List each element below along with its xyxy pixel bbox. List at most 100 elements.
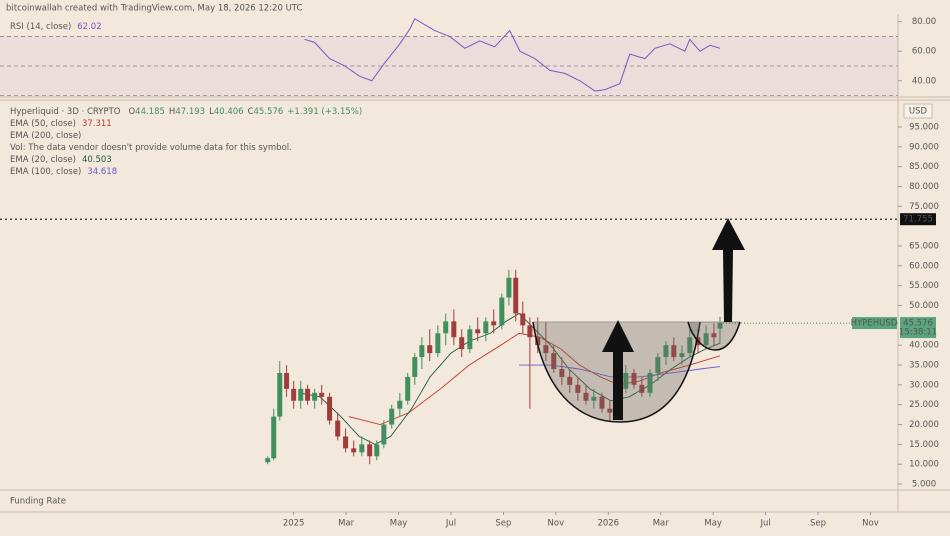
- candle-body: [291, 388, 297, 401]
- y-tick-label: 40.000: [909, 341, 939, 351]
- candle-body: [551, 353, 557, 369]
- candle-body: [711, 333, 717, 338]
- ohlc-value: 47.193: [175, 107, 205, 117]
- candle-body: [351, 448, 357, 453]
- indicator-value: 37.311: [82, 119, 112, 129]
- candle-body: [435, 333, 441, 354]
- x-tick-label: May: [704, 519, 722, 529]
- ema-line: [298, 312, 721, 445]
- symbol-legend: Hyperliquid · 3D · CRYPTO O44.185 H47.193 L…: [10, 107, 362, 117]
- y-tick-label: 95.000: [909, 122, 939, 132]
- x-tick-label: Mar: [653, 519, 670, 529]
- level-tag: [900, 213, 936, 226]
- legend-row: EMA (100, close) 34.618: [10, 167, 117, 177]
- candle-body: [467, 329, 473, 350]
- y-tick-label: 80.00: [912, 17, 936, 27]
- y-tick-label: 90.000: [909, 142, 939, 152]
- x-tick-label: Mar: [338, 519, 355, 529]
- change: +1.391 (+3.15%): [287, 107, 362, 117]
- candle-body: [277, 372, 283, 417]
- rsi-title: RSI (14, close): [10, 22, 71, 32]
- candle-body: [483, 321, 489, 334]
- y-tick-label: 30.000: [909, 380, 939, 390]
- ohlc-value: 40.406: [214, 107, 244, 117]
- y-tick-label: 80.000: [909, 182, 939, 192]
- ohlc-prefix: L: [209, 107, 214, 117]
- candle-body: [381, 424, 387, 445]
- y-tick-label: 65.000: [909, 242, 939, 252]
- handle-arc: [687, 321, 741, 351]
- candle-body: [374, 444, 380, 457]
- x-tick-label: Jul: [445, 519, 456, 529]
- candle-body: [717, 323, 723, 329]
- rsi-line: [304, 18, 721, 92]
- price-tag-label: 45.576: [903, 319, 933, 329]
- legend-row: EMA (20, close) 40.503: [10, 155, 112, 165]
- candle-body: [663, 345, 669, 358]
- candle-body: [443, 321, 449, 334]
- candle-body: [265, 458, 271, 463]
- candle-body: [284, 372, 290, 389]
- currency-box: [903, 103, 933, 119]
- cup-drawing: [532, 218, 745, 423]
- candle-body: [671, 345, 677, 358]
- y-tick-label: 40.00: [912, 76, 936, 86]
- candle-body: [506, 277, 512, 298]
- x-tick-label: Jul: [759, 519, 770, 529]
- candle-body: [623, 372, 629, 389]
- rsi-legend: RSI (14, close) 62.02: [10, 22, 102, 32]
- ohlc-value: 44.185: [135, 107, 165, 117]
- symbol-title: Hyperliquid · 3D · CRYPTO: [10, 107, 121, 117]
- candle-body: [679, 353, 685, 358]
- candle-body: [527, 325, 533, 338]
- ohlc-prefix: O: [128, 107, 135, 117]
- candle-body: [491, 321, 497, 326]
- candle-body: [359, 444, 365, 453]
- symbol-tag-label: HYPEHUSD: [851, 319, 898, 329]
- y-tick-label: 10.000: [909, 460, 939, 470]
- candle-body: [271, 416, 277, 459]
- candle-body: [583, 392, 589, 401]
- candle-body: [591, 396, 597, 401]
- candle-body: [305, 388, 311, 401]
- rsi-value: 62.02: [77, 22, 101, 32]
- target-arrow: [712, 218, 745, 322]
- volume-note: Vol: The data vendor doesn't provide vol…: [10, 143, 292, 153]
- candle-body: [535, 337, 541, 346]
- x-tick-label: Nov: [548, 519, 565, 529]
- ohlc-prefix: H: [169, 107, 175, 117]
- indicator-name: EMA (50, close): [10, 119, 76, 129]
- candle-body: [559, 368, 565, 377]
- pane-title: Funding Rate: [10, 497, 66, 507]
- candle-body: [312, 392, 318, 401]
- candle-body: [567, 376, 573, 385]
- y-tick-label: 5.000: [912, 480, 936, 490]
- y-tick-label: 15.000: [909, 440, 939, 450]
- x-tick-label: 2026: [597, 519, 619, 529]
- symbol-tag: [852, 317, 897, 330]
- candle-body: [655, 357, 661, 373]
- candle-body: [412, 357, 418, 377]
- up-arrow: [602, 320, 634, 420]
- y-tick-label: 25.000: [909, 400, 939, 410]
- x-tick-label: Sep: [810, 519, 826, 529]
- x-tick-label: 2025: [283, 519, 305, 529]
- indicator-value: 34.618: [87, 167, 117, 177]
- candle-body: [631, 372, 637, 385]
- candle-body: [327, 396, 333, 421]
- indicator-name: EMA (20, close): [10, 155, 76, 165]
- x-tick-label: Sep: [495, 519, 511, 529]
- candle-body: [687, 337, 693, 354]
- legend-row: EMA (50, close) 37.311: [10, 119, 112, 129]
- candle-body: [513, 277, 519, 314]
- level-tag-label: 71.755: [903, 215, 933, 225]
- y-tick-label: 50.000: [909, 301, 939, 311]
- candle-body: [575, 384, 581, 393]
- candle-body: [639, 384, 645, 393]
- candle-body: [451, 321, 457, 338]
- candle-body: [599, 396, 605, 409]
- candle-body: [459, 337, 465, 350]
- legend-row: Vol: The data vendor doesn't provide vol…: [10, 143, 292, 153]
